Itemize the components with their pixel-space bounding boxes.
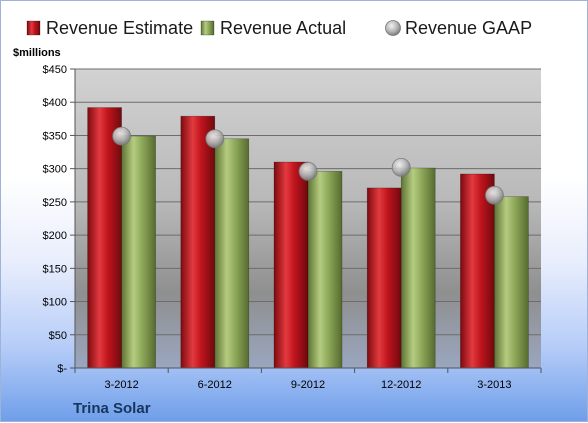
gaap-marker xyxy=(205,129,225,149)
legend-label: Revenue Actual xyxy=(220,18,346,38)
y-tick-label: $350 xyxy=(43,130,67,142)
y-tick-label: $- xyxy=(57,363,67,375)
actual-bar xyxy=(121,135,156,369)
y-tick-label: $450 xyxy=(43,64,67,76)
estimate-bar xyxy=(460,173,495,369)
estimate-bar xyxy=(87,107,122,369)
x-tick-label: 3-2013 xyxy=(477,379,511,391)
x-tick-label: 6-2012 xyxy=(198,379,232,391)
estimate-bar xyxy=(366,187,402,369)
y-tick-label: $400 xyxy=(43,97,67,109)
legend-swatch-estimate xyxy=(26,20,41,36)
gaap-marker xyxy=(298,161,318,181)
actual-bar xyxy=(307,171,343,369)
estimate-bar xyxy=(273,161,309,369)
y-tick-label: $100 xyxy=(43,297,67,309)
actual-bar xyxy=(400,167,436,369)
actual-bar xyxy=(494,196,529,369)
legend-swatch-actual xyxy=(200,20,215,36)
actual-bar xyxy=(214,138,250,369)
legend-label: Revenue GAAP xyxy=(405,18,532,38)
y-tick-label: $200 xyxy=(43,230,67,242)
x-tick-label: 9-2012 xyxy=(291,379,325,391)
legend-swatch-gaap xyxy=(385,20,401,36)
y-tick-label: $300 xyxy=(43,164,67,176)
x-tick-label: 3-2012 xyxy=(104,379,138,391)
gaap-marker xyxy=(112,126,131,146)
estimate-bar xyxy=(180,115,216,369)
y-tick-label: $150 xyxy=(43,263,67,275)
company-name-label: Trina Solar xyxy=(73,400,151,417)
x-tick-label: 12-2012 xyxy=(381,379,421,391)
y-tick-label: $50 xyxy=(49,330,67,342)
y-tick-label: $250 xyxy=(43,197,67,209)
gaap-marker xyxy=(484,185,504,205)
y-unit-label: $millions xyxy=(13,47,61,59)
legend-label: Revenue Estimate xyxy=(46,18,193,38)
gaap-marker xyxy=(391,157,411,177)
